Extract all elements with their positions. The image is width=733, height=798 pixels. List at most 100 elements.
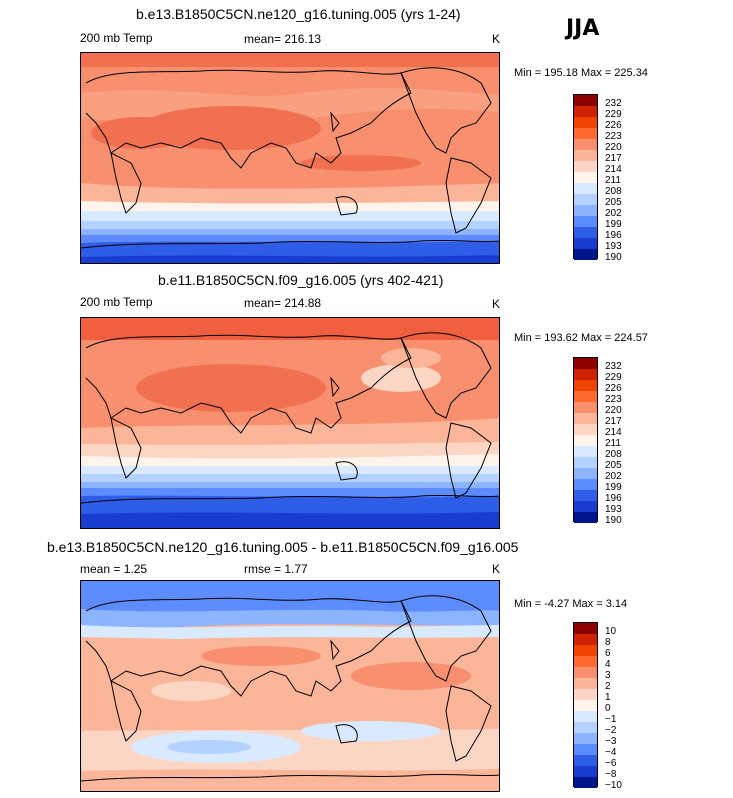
panel1-level-label: 211 (605, 175, 621, 186)
panel2-colorbar-swatch (574, 435, 597, 446)
panel3-colorbar (573, 622, 598, 788)
panel1-level-label: 229 (605, 109, 622, 120)
panel2-level-label: 232 (605, 361, 622, 372)
panel3-map (80, 580, 500, 792)
panel2-level-label: 229 (605, 372, 622, 383)
panel1-colorbar-swatch (574, 194, 597, 205)
panel3-level-label: 3 (605, 670, 611, 681)
panel3-colorbar-swatch (574, 656, 597, 667)
panel1-colorbar-swatch (574, 216, 597, 227)
panel3-level-label: 6 (605, 648, 611, 659)
panel3-level-label: −10 (605, 780, 622, 791)
panel1-colorbar-swatch (574, 183, 597, 194)
panel3-colorbar-swatch (574, 711, 597, 722)
panel3-level-label: 10 (605, 626, 617, 637)
panel1-level-label: 190 (605, 252, 622, 263)
panel1-units: K (492, 32, 501, 46)
panel1-level-label: 205 (605, 197, 622, 208)
panel1-colorbar-swatch (574, 227, 597, 238)
panel3-colorbar-swatch (574, 667, 597, 678)
panel2-colorbar-swatch (574, 358, 597, 369)
panel2-colorbar-swatch (574, 512, 597, 523)
panel3-level-label: −8 (605, 769, 617, 780)
panel2-colorbar-swatch (574, 501, 597, 512)
panel1-colorbar-swatch (574, 139, 597, 150)
panel2-level-label: 214 (605, 427, 622, 438)
panel2-level-label: 217 (605, 416, 622, 427)
panel1-colorbar-swatch (574, 95, 597, 106)
panel2-colorbar-swatch (574, 369, 597, 380)
panel3-level-label: 2 (605, 681, 611, 692)
panel3-title: b.e13.B1850C5CN.ne120_g16.tuning.005 - b… (47, 539, 519, 555)
panel1-level-label: 226 (605, 120, 622, 131)
panel2-colorbar-swatch (574, 413, 597, 424)
panel1-minmax: Min = 195.18 Max = 225.34 (514, 67, 648, 79)
panel3-colorbar-swatch (574, 777, 597, 788)
panel2-level-label: 205 (605, 460, 622, 471)
panel3-colorbar-swatch (574, 678, 597, 689)
panel1-colorbar-swatch (574, 238, 597, 249)
panel1-map (80, 52, 500, 264)
panel3-colorbar-swatch (574, 634, 597, 645)
panel1-title: b.e13.B1850C5CN.ne120_g16.tuning.005 (yr… (136, 6, 461, 22)
panel2-variable: 200 mb Temp (80, 295, 153, 309)
panel2-colorbar (573, 357, 598, 523)
panel3-minmax: Min = -4.27 Max = 3.14 (514, 598, 628, 610)
season-label: JJA (566, 16, 600, 41)
panel3-units: K (492, 562, 501, 576)
panel2-colorbar-swatch (574, 380, 597, 391)
panel1-colorbar-swatch (574, 150, 597, 161)
panel3-level-label: −6 (605, 758, 617, 769)
panel3-level-label: −3 (605, 736, 617, 747)
panel1-level-label: 208 (605, 186, 622, 197)
panel2-map (80, 317, 500, 529)
panel2-colorbar-swatch (574, 468, 597, 479)
panel3-level-label: −4 (605, 747, 617, 758)
panel1-colorbar-swatch (574, 161, 597, 172)
panel1-level-label: 202 (605, 208, 622, 219)
panel1-colorbar-swatch (574, 128, 597, 139)
panel1-level-label: 232 (605, 98, 622, 109)
panel1-colorbar-swatch (574, 249, 597, 260)
panel2-level-label: 193 (605, 504, 622, 515)
panel1-level-label: 214 (605, 164, 622, 175)
panel2-colorbar-swatch (574, 457, 597, 468)
panel3-level-label: −1 (605, 714, 617, 725)
panel2-level-label: 190 (605, 515, 622, 526)
panel2-colorbar-swatch (574, 402, 597, 413)
panel2-colorbar-swatch (574, 424, 597, 435)
panel3-colorbar-swatch (574, 645, 597, 656)
panel2-mean: mean= 214.88 (244, 296, 322, 310)
panel3-colorbar-swatch (574, 733, 597, 744)
panel1-mean: mean= 216.13 (244, 32, 322, 46)
panel1-variable: 200 mb Temp (80, 31, 153, 45)
panel2-level-label: 208 (605, 449, 622, 460)
panel1-level-label: 199 (605, 219, 622, 230)
panel2-level-label: 211 (605, 438, 621, 449)
panel2-colorbar-swatch (574, 490, 597, 501)
panel1-colorbar-swatch (574, 172, 597, 183)
panel2-level-label: 223 (605, 394, 622, 405)
panel2-colorbar-swatch (574, 446, 597, 457)
panel3-level-label: −2 (605, 725, 617, 736)
panel2-level-label: 199 (605, 482, 622, 493)
panel3-level-label: 1 (605, 692, 611, 703)
panel2-level-label: 196 (605, 493, 622, 504)
panel3-colorbar-swatch (574, 700, 597, 711)
panel3-colorbar-swatch (574, 766, 597, 777)
panel3-level-label: 0 (605, 703, 611, 714)
panel1-colorbar-swatch (574, 106, 597, 117)
panel1-level-label: 193 (605, 241, 622, 252)
panel3-colorbar-swatch (574, 689, 597, 700)
panel3-colorbar-swatch (574, 623, 597, 634)
panel2-level-label: 220 (605, 405, 622, 416)
panel2-colorbar-swatch (574, 479, 597, 490)
panel3-mean: mean = 1.25 (80, 562, 148, 576)
panel1-colorbar-swatch (574, 117, 597, 128)
panel2-units: K (492, 297, 501, 311)
panel3-colorbar-swatch (574, 722, 597, 733)
panel3-colorbar-swatch (574, 744, 597, 755)
panel1-level-label: 223 (605, 131, 622, 142)
panel1-level-label: 220 (605, 142, 622, 153)
panel3-colorbar-swatch (574, 755, 597, 766)
